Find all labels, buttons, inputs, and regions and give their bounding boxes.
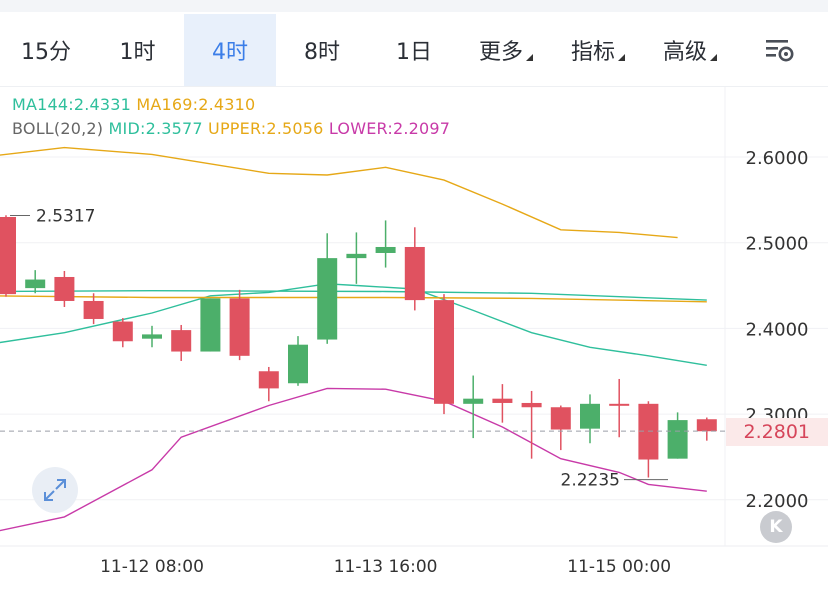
x-tick-label: 11-15 00:00 [567, 557, 671, 577]
candle-body [492, 398, 513, 403]
chart-settings-icon[interactable] [762, 34, 798, 66]
candle-body [258, 371, 279, 389]
candle-body [200, 298, 221, 352]
candle-body [696, 419, 717, 432]
tab-6[interactable]: 指标 [552, 14, 644, 86]
low-marker-label: 2.2235 [561, 471, 620, 491]
candle-body [609, 403, 630, 406]
tab-label: 高级 [662, 40, 707, 65]
y-tick-label: 2.5000 [746, 234, 809, 255]
candle-body [25, 279, 46, 289]
candle-body [171, 330, 192, 352]
expand-button[interactable] [32, 467, 78, 513]
boll-lower-label: LOWER:2.2097 [328, 119, 451, 138]
ma169-label: MA169:2.4310 [136, 95, 256, 114]
candle-body [550, 407, 571, 430]
tab-3[interactable]: 8时 [276, 14, 368, 86]
candle-body [667, 420, 688, 459]
indicator-line-ma169 [0, 295, 707, 303]
candle-body [521, 402, 542, 408]
kline-mode-button[interactable]: K [760, 511, 792, 543]
candle-body [142, 334, 162, 339]
candle-body [112, 321, 133, 342]
candle-body [638, 403, 659, 460]
candle-body [404, 246, 425, 301]
tab-4[interactable]: 1日 [368, 14, 460, 86]
y-tick-label: 2.6000 [746, 148, 809, 169]
high-marker-label: 2.5317 [36, 207, 95, 227]
tab-label: 1时 [119, 40, 156, 65]
tab-5[interactable]: 更多 [460, 14, 552, 86]
y-tick-label: 2.2000 [746, 491, 809, 512]
boll-upper-label: UPPER:2.5056 [208, 119, 324, 138]
candle-body [54, 276, 75, 301]
tab-label: 更多 [478, 40, 523, 65]
candle-body [0, 216, 16, 295]
expand-arrows-icon [44, 479, 66, 501]
indicator-line-lower [0, 387, 707, 532]
dropdown-corner-icon [710, 53, 717, 61]
current-price-value: 2.2801 [743, 421, 810, 443]
indicator-line-mid [0, 283, 707, 366]
candle-body [83, 300, 104, 319]
boll-mid-label: MID:2.3577 [108, 119, 203, 138]
candle-body [580, 403, 600, 429]
x-tick-label: 11-13 16:00 [334, 557, 438, 577]
indicator-line-ma144 [0, 289, 707, 301]
candle-body [229, 298, 250, 356]
boll-legend: BOLL(20,2) MID:2.3577 UPPER:2.5056 LOWER… [12, 119, 450, 138]
candle-body [346, 253, 367, 259]
tab-2[interactable]: 4时 [184, 14, 276, 86]
tab-0[interactable]: 15分 [2, 14, 90, 86]
tab-label: 1日 [396, 40, 432, 65]
tab-1[interactable]: 1时 [90, 14, 185, 86]
current-price-tag: 2.2801 [726, 418, 828, 446]
status-strip [0, 0, 828, 12]
ma144-label: MA144:2.4331 [12, 95, 132, 114]
candle-body [463, 398, 484, 404]
candle-body [434, 300, 454, 404]
y-tick-label: 2.4000 [746, 319, 809, 340]
interval-tab-bar: 15分 1时 4时 8时 1日 更多 指标 高级 [0, 14, 828, 86]
tab-label: 指标 [570, 40, 615, 65]
tab-label: 4时 [212, 40, 248, 65]
kline-mode-label: K [769, 517, 783, 537]
x-tick-label: 11-12 08:00 [100, 557, 204, 577]
candle-body [288, 344, 308, 384]
boll-label: BOLL(20,2) [12, 119, 104, 138]
indicator-line-upper [0, 146, 678, 239]
dropdown-corner-icon [618, 53, 625, 61]
tab-divider [0, 86, 828, 87]
tab-label: 15分 [21, 40, 71, 65]
tab-label: 8时 [304, 40, 340, 65]
candle-body [375, 246, 396, 253]
dropdown-corner-icon [526, 53, 533, 61]
candle-body [317, 258, 338, 340]
tab-7[interactable]: 高级 [644, 14, 736, 86]
ma-legend: MA144:2.4331 MA169:2.4310 [12, 95, 255, 114]
